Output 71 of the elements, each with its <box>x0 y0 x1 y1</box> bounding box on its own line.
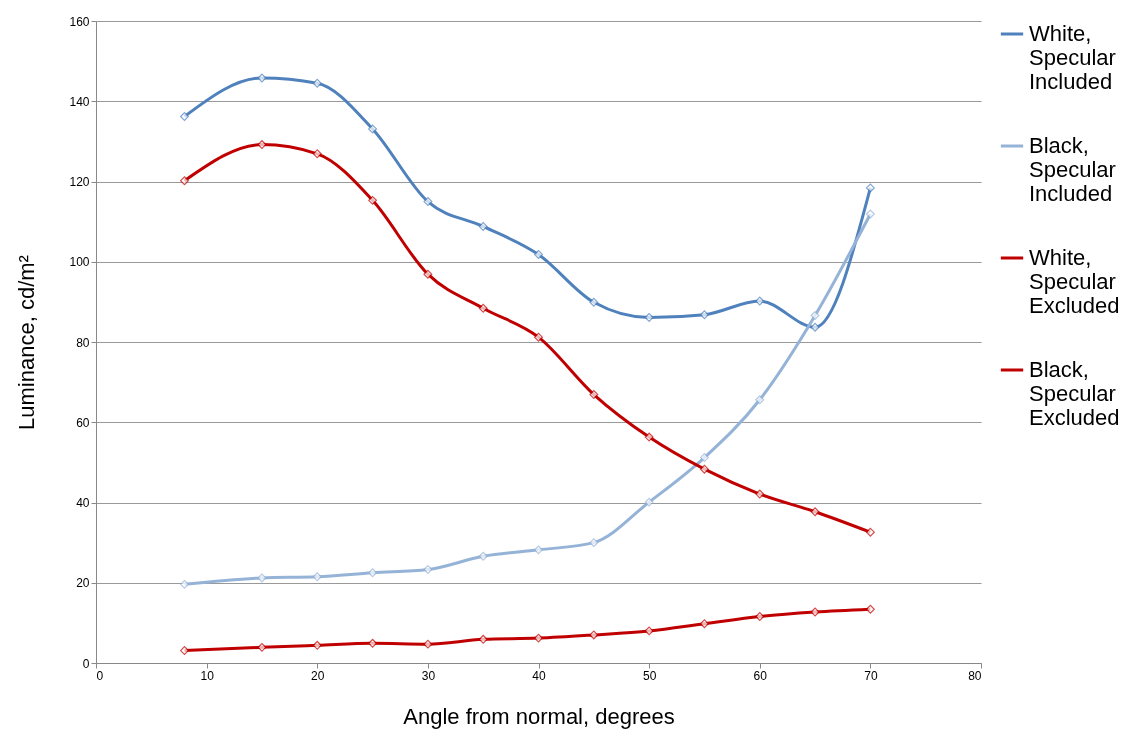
x-tick-label: 20 <box>311 668 325 683</box>
point <box>312 572 322 582</box>
point <box>699 310 709 320</box>
point <box>699 453 709 463</box>
point <box>589 297 599 307</box>
point <box>810 607 820 617</box>
point <box>368 195 378 205</box>
point <box>755 395 765 405</box>
point <box>257 73 267 83</box>
y-tick-label: 120 <box>69 175 90 189</box>
y-tick-label: 20 <box>76 576 90 591</box>
point <box>810 311 820 320</box>
point <box>368 124 378 134</box>
point <box>478 551 488 561</box>
point <box>699 464 709 474</box>
point <box>423 639 433 649</box>
y-axis-title: Luminance, cd/m² <box>14 255 40 430</box>
point <box>865 183 875 193</box>
point <box>644 432 654 442</box>
point <box>755 296 765 306</box>
point <box>534 332 543 342</box>
point <box>644 313 654 322</box>
x-tick-label: 30 <box>421 668 436 683</box>
point <box>589 538 599 548</box>
x-tick-label: 60 <box>753 668 768 683</box>
x-tick-label: 10 <box>200 668 215 683</box>
point <box>589 390 599 400</box>
point <box>312 149 322 159</box>
y-tick-label: 100 <box>69 255 90 270</box>
legend-label: White, Specular Excluded <box>1029 245 1120 318</box>
x-axis-title: Angle from normal, degrees <box>403 703 675 729</box>
legend-label: White, Specular Included <box>1029 21 1116 94</box>
point <box>423 565 433 574</box>
x-tick-label: 80 <box>968 668 982 683</box>
point <box>644 497 654 507</box>
point <box>478 303 488 313</box>
legend-label: Black, Specular Included <box>1029 133 1116 206</box>
point <box>180 579 189 589</box>
y-tick-label: 80 <box>76 335 90 350</box>
legend-label: Black, Specular Excluded <box>1029 357 1120 430</box>
point <box>644 626 654 636</box>
x-tick-label: 0 <box>96 668 104 683</box>
y-tick-label: 60 <box>76 415 90 430</box>
point <box>534 545 543 555</box>
point <box>534 250 543 259</box>
point <box>589 630 599 640</box>
y-tick-label: 0 <box>82 656 90 671</box>
point <box>180 646 189 656</box>
point <box>534 633 543 643</box>
point <box>423 197 433 207</box>
point <box>478 221 488 231</box>
point <box>257 642 267 652</box>
point <box>865 527 875 537</box>
y-tick-label: 160 <box>69 14 90 29</box>
point <box>699 619 709 629</box>
point <box>180 176 189 186</box>
point <box>810 322 820 332</box>
point <box>810 507 820 517</box>
x-tick-label: 50 <box>642 668 657 683</box>
point <box>755 611 765 621</box>
point <box>312 78 322 88</box>
point <box>423 269 433 279</box>
y-tick-label: 40 <box>76 496 90 510</box>
y-tick-label: 140 <box>69 94 90 109</box>
x-tick-label: 70 <box>864 668 878 683</box>
point <box>865 209 875 219</box>
point <box>257 140 267 150</box>
point <box>180 112 189 121</box>
x-tick-label: 40 <box>532 668 546 683</box>
point <box>257 573 267 583</box>
point <box>755 489 765 499</box>
